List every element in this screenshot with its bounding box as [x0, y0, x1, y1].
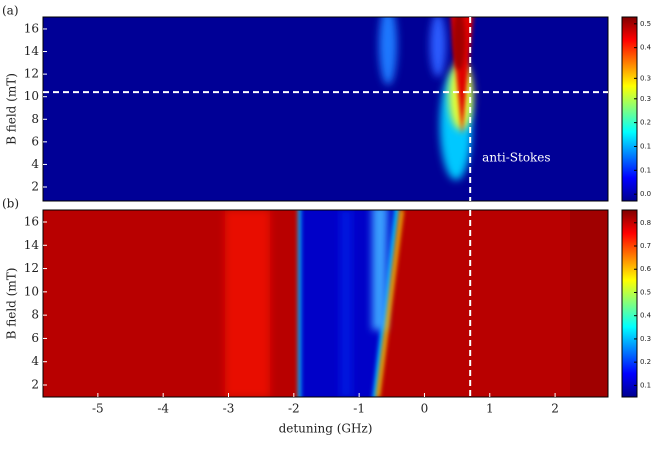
heatmap-a	[43, 17, 608, 201]
colorbar-tick-label: 0.0	[640, 190, 651, 198]
panel-label: (b)	[2, 197, 19, 211]
y-axis-label: B field (mT)	[5, 73, 19, 145]
y-axis-label: B field (mT)	[5, 268, 19, 340]
x-tick-label: 0	[421, 402, 429, 416]
colorbar-tick-label: 0.4	[640, 312, 652, 320]
colorbar-tick-label: 0.1	[640, 381, 651, 389]
y-tick-label: 2	[31, 180, 39, 194]
x-tick-label: -3	[223, 402, 235, 416]
y-tick-label: 16	[24, 214, 39, 228]
annotation: anti-Stokes	[482, 151, 550, 165]
colorbar-tick-label: 0.3	[640, 335, 651, 343]
y-tick-label: 16	[24, 21, 39, 35]
colorbar-tick-label: 0.3	[640, 74, 651, 82]
colorbar-tick-label: 0.3	[640, 95, 651, 103]
y-tick-label: 6	[31, 134, 39, 148]
y-tick-label: 2	[31, 378, 39, 392]
colorbar-tick-label: 0.5	[640, 20, 651, 28]
x-axis-label: detuning (GHz)	[279, 422, 373, 436]
colorbar-tick-label: 0.1	[640, 142, 651, 150]
y-tick-label: 8	[31, 308, 39, 322]
colorbar-tick-label: 0.1	[640, 166, 651, 174]
y-tick-label: 4	[31, 354, 39, 368]
x-tick-label: -2	[288, 402, 300, 416]
heatmap-b	[43, 210, 608, 397]
y-tick-label: 8	[31, 112, 39, 126]
colorbar-tick-label: 0.5	[640, 288, 651, 296]
y-tick-label: 6	[31, 331, 39, 345]
colorbar	[621, 16, 638, 202]
colorbar	[621, 209, 638, 398]
plot-frame	[42, 16, 609, 202]
x-tick-label: 1	[486, 402, 494, 416]
y-tick-label: 12	[24, 67, 39, 81]
y-tick-label: 12	[24, 261, 39, 275]
x-tick-label: -4	[157, 402, 169, 416]
colorbar-tick-label: 0.2	[640, 358, 651, 366]
y-tick-label: 10	[24, 89, 39, 103]
panel-label: (a)	[2, 4, 19, 18]
x-tick-label: 2	[551, 402, 559, 416]
plot-frame	[42, 209, 609, 398]
colorbar-tick-label: 0.2	[640, 119, 651, 127]
y-tick-label: 14	[24, 44, 40, 58]
y-tick-label: 4	[31, 157, 39, 171]
colorbar-tick-label: 0.4	[640, 44, 652, 52]
x-tick-label: -1	[353, 402, 365, 416]
colorbar-tick-label: 0.8	[640, 219, 651, 227]
colorbar-tick-label: 0.6	[640, 265, 652, 273]
x-tick-label: -5	[92, 402, 104, 416]
y-tick-label: 14	[24, 238, 40, 252]
colorbar-tick-label: 0.7	[640, 242, 651, 250]
y-tick-label: 10	[24, 284, 39, 298]
